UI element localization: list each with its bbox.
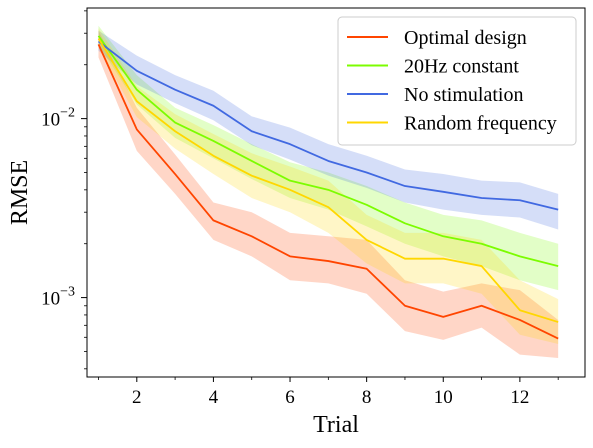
x-tick-label: 10	[434, 387, 453, 408]
x-tick-label: 4	[209, 387, 219, 408]
legend: Optimal design 20Hz constant No stimulatio…	[338, 17, 576, 145]
x-tick-label: 6	[285, 387, 295, 408]
no-stimulation-legend-label: No stimulation	[404, 84, 523, 106]
x-axis-label: Trial	[313, 412, 359, 438]
x-tick-label: 8	[362, 387, 372, 408]
y-tick-label: 10−3	[41, 285, 75, 310]
optimal-design-legend-label: Optimal design	[404, 27, 527, 49]
x-tick-label: 12	[510, 387, 529, 408]
20hz-constant-legend-label: 20Hz constant	[404, 56, 519, 78]
y-tick-label: 10−2	[41, 106, 75, 131]
random-frequency-legend-label: Random frequency	[404, 113, 557, 135]
x-tick-label: 2	[132, 387, 142, 408]
y-axis-label: RMSE	[7, 160, 33, 225]
